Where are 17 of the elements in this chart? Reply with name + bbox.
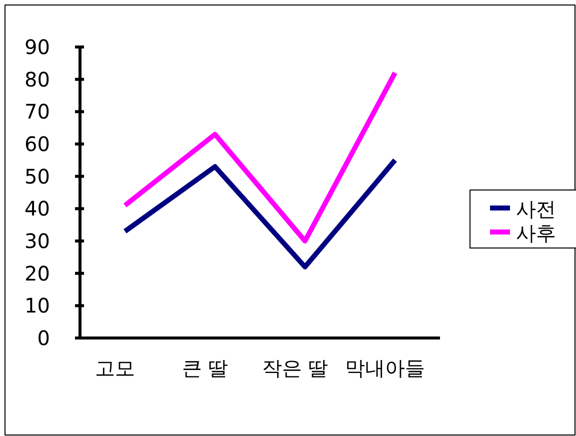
x-tick-label: 막내아들 [345,356,425,380]
x-tick-label: 작은 딸 [262,356,328,380]
x-tick-label: 큰 딸 [182,356,228,380]
y-tick-label: 40 [24,196,50,221]
y-tick-label: 50 [24,164,50,188]
y-tick-label: 90 [24,35,50,59]
plot: 0 10 20 30 40 50 60 70 80 90 고모 큰 딸 작은 딸 막내아들 [24,35,440,380]
y-tick-label: 0 [37,326,50,350]
legend-label: 사후 [516,221,556,245]
y-tick-label: 20 [24,261,50,286]
x-tick-label: 고모 [95,356,135,380]
legend-label: 사전 [516,197,556,221]
y-tick-label: 30 [24,229,50,253]
y-tick-label: 10 [24,294,50,318]
y-tick-label: 60 [24,132,50,156]
y-tick-label: 70 [24,100,50,124]
y-tick-label: 80 [24,67,50,92]
